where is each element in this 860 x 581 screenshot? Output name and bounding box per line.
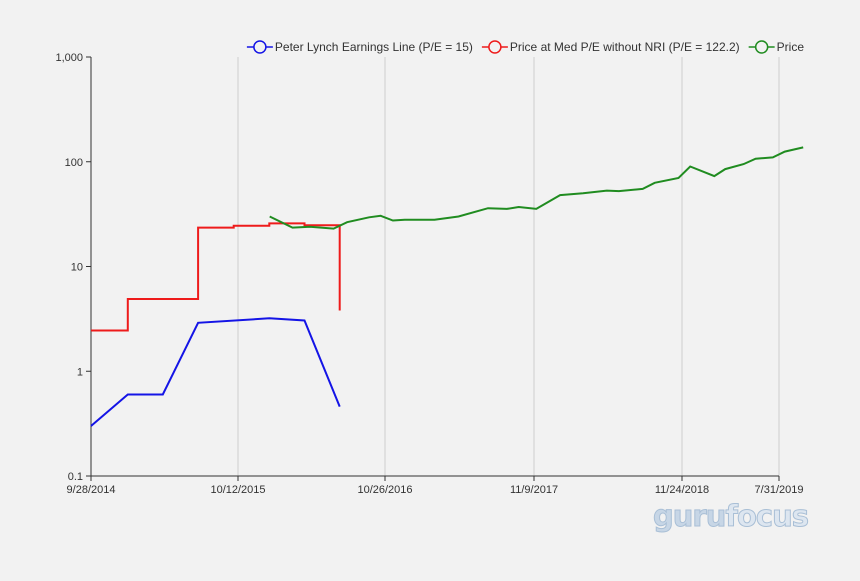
legend-entry: Price <box>749 40 805 54</box>
legend-label: Peter Lynch Earnings Line (P/E = 15) <box>275 40 473 54</box>
y-tick-label: 1,000 <box>55 52 83 64</box>
x-tick-label: 10/12/2015 <box>210 484 265 496</box>
gridlines <box>238 57 779 476</box>
y-tick-label: 0.1 <box>68 471 83 483</box>
y-tick-label: 1 <box>77 366 83 378</box>
x-tick-label: 10/26/2016 <box>357 484 412 496</box>
legend-label: Price <box>777 40 805 54</box>
series-line <box>91 223 340 330</box>
x-tick-label: 11/24/2018 <box>655 484 709 496</box>
axes: 0.1 1 10 100 1,000 9/28/2014 10/12/2015 10/26/2… <box>55 52 803 496</box>
watermark-text-guru: guru <box>653 499 725 533</box>
series-line <box>91 318 340 426</box>
legend-entry: Peter Lynch Earnings Line (P/E = 15) <box>247 40 473 54</box>
y-tick-label: 100 <box>65 157 83 169</box>
legend-label: Price at Med P/E without NRI (P/E = 122.… <box>510 40 740 54</box>
x-tick-label: 11/9/2017 <box>510 484 558 496</box>
legend-circle-icon <box>254 41 266 53</box>
series-lines <box>91 147 803 426</box>
x-tick-label: 7/31/2019 <box>755 484 804 496</box>
legend-entry: Price at Med P/E without NRI (P/E = 122.… <box>482 40 740 54</box>
x-tick-label: 9/28/2014 <box>67 484 116 496</box>
y-tick-label: 10 <box>71 262 83 274</box>
legend: Price Price at Med P/E without NRI (P/E =… <box>247 40 804 54</box>
legend-circle-icon <box>489 41 501 53</box>
legend-circle-icon <box>756 41 768 53</box>
watermark-text-focus: focus <box>725 499 808 533</box>
series-line <box>270 147 804 228</box>
